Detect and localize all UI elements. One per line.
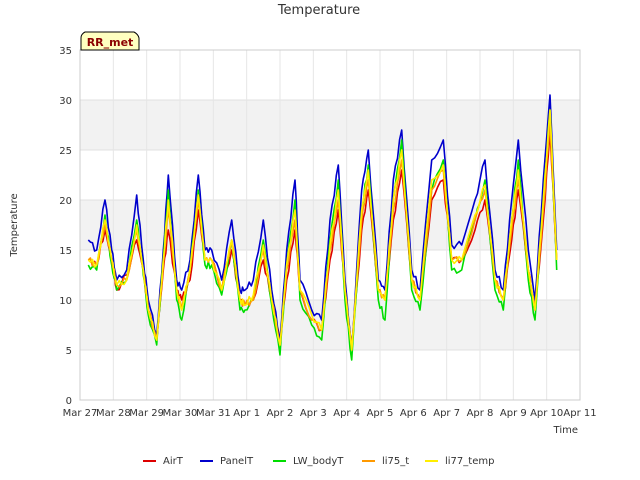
chart-title: Temperature bbox=[277, 3, 360, 18]
legend-label: LW_bodyT bbox=[293, 456, 344, 467]
x-tick-label: Mar 27 bbox=[63, 408, 98, 419]
legend-label: AirT bbox=[163, 456, 184, 467]
x-tick-label: Apr 1 bbox=[233, 408, 260, 419]
x-tick-label: Apr 2 bbox=[267, 408, 294, 419]
plot-band bbox=[80, 300, 580, 350]
y-tick-label: 25 bbox=[59, 146, 72, 157]
y-tick-labels: 0 5 10 15 20 25 30 35 bbox=[59, 46, 72, 407]
plot-band bbox=[80, 50, 580, 100]
legend-label: li77_temp bbox=[445, 456, 494, 467]
x-tick-label: Apr 11 bbox=[563, 408, 596, 419]
plot-band bbox=[80, 350, 580, 400]
x-tick-label: Apr 3 bbox=[300, 408, 327, 419]
series-line-li77_temp bbox=[87, 109, 558, 351]
x-tick-label: Apr 6 bbox=[400, 408, 427, 419]
y-tick-label: 30 bbox=[59, 96, 72, 107]
x-tick-label: Apr 4 bbox=[333, 408, 360, 419]
plot-background bbox=[80, 50, 580, 400]
x-tick-label: Mar 28 bbox=[96, 408, 131, 419]
plot-band bbox=[80, 100, 580, 150]
x-tick-label: Apr 5 bbox=[367, 408, 394, 419]
x-tick-label: Mar 31 bbox=[196, 408, 231, 419]
badge-shape bbox=[80, 31, 140, 51]
badge-label: RR_met bbox=[87, 36, 134, 49]
y-tick-label: 20 bbox=[59, 196, 72, 207]
y-tick-label: 15 bbox=[59, 246, 72, 257]
x-tick-label: Apr 10 bbox=[530, 408, 563, 419]
rr-met-badge: RR_met bbox=[80, 31, 140, 51]
legend-label: PanelT bbox=[220, 456, 254, 467]
y-tick-label: 5 bbox=[66, 346, 72, 357]
y-axis-label: Temperature bbox=[9, 193, 20, 257]
x-axis-label: Time bbox=[553, 425, 578, 436]
series-line-panelt bbox=[87, 94, 558, 351]
plot-band bbox=[80, 150, 580, 200]
y-tick-label: 35 bbox=[59, 46, 72, 57]
x-tick-label: Apr 7 bbox=[433, 408, 460, 419]
y-tick-label: 10 bbox=[59, 296, 72, 307]
series-layer bbox=[87, 94, 558, 361]
x-tick-label: Mar 29 bbox=[129, 408, 164, 419]
x-tick-label: Apr 8 bbox=[467, 408, 494, 419]
legend: AirT PanelT LW_bodyT li75_t li77_temp bbox=[143, 456, 494, 467]
plot-frame bbox=[79, 49, 581, 401]
x-tick-label: Mar 30 bbox=[163, 408, 198, 419]
x-tick-label: Apr 9 bbox=[500, 408, 527, 419]
y-tick-label: 0 bbox=[66, 396, 72, 407]
legend-label: li75_t bbox=[382, 456, 409, 467]
